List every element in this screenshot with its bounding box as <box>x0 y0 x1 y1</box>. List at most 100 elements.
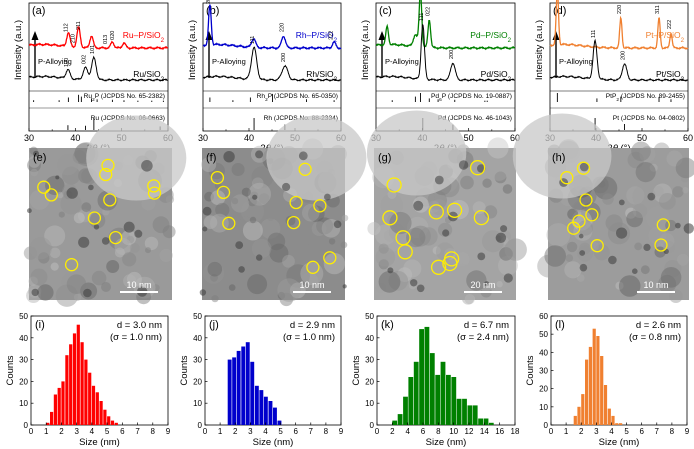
series-name: Rh/SiO2 <box>306 69 337 83</box>
tem-texture <box>121 230 137 246</box>
tem-texture <box>231 163 245 176</box>
tem-texture <box>564 261 582 279</box>
x-tick-label: 9 <box>685 427 690 436</box>
tem-texture <box>389 211 412 235</box>
tem-texture <box>452 263 473 284</box>
x-tick-label: 60 <box>510 133 520 143</box>
tem-texture <box>487 137 509 159</box>
tem-texture <box>627 151 645 169</box>
tem-particle <box>235 241 244 250</box>
x-axis-label: Size (nm) <box>599 437 640 448</box>
y-axis-label: Intensity (a.u.) <box>360 20 371 80</box>
tem-particle <box>78 236 90 248</box>
particle-marker-circle <box>216 185 231 200</box>
y-tick-label: 40 <box>19 334 28 343</box>
tem-texture <box>406 216 429 239</box>
particle-marker-circle <box>64 258 79 272</box>
tem-particle <box>579 263 588 272</box>
tem-texture <box>615 281 624 290</box>
tem-panels: (e) 10 nm (f) 10 nm (g) 20 nm (h) 10 nm <box>23 110 694 307</box>
tem-texture <box>141 196 156 211</box>
peak-index-label: 112 <box>63 23 69 32</box>
hist-bar <box>57 387 61 425</box>
peak-index-label: 101 <box>90 45 96 54</box>
series-name: Pd/SiO2 <box>481 69 512 83</box>
tem-texture <box>311 221 327 237</box>
x-tick-label: 9 <box>166 427 171 436</box>
tem-texture <box>37 284 54 301</box>
tem-texture <box>640 265 650 275</box>
y-tick-label: 30 <box>365 356 374 365</box>
tem-texture <box>50 262 59 271</box>
arrow-head <box>31 31 39 40</box>
arrow-label: P-Alloying <box>559 57 593 66</box>
tem-texture <box>210 190 226 206</box>
tem-particle <box>503 273 513 283</box>
tem-texture <box>28 276 38 286</box>
particle-marker-circle <box>99 167 113 182</box>
peak-index-label: 210 <box>70 34 76 43</box>
tem-texture <box>38 252 50 264</box>
tem-texture <box>214 198 224 208</box>
tem-texture <box>144 236 159 251</box>
tem-texture <box>677 253 689 266</box>
x-tick-label: 2 <box>233 427 238 436</box>
y-tick-label: 50 <box>193 312 202 321</box>
mean-size-annotation: d = 2.9 nm <box>290 320 335 331</box>
tem-texture <box>248 182 271 206</box>
histogram: 0 1 2 3 4 5 6 7 8 9 0 10 20 30 40 50 60 Size (nm) Counts (l… <box>525 312 690 448</box>
tem-particle <box>632 268 638 275</box>
hist-bar <box>440 361 446 425</box>
peak-index-label: 220 <box>617 5 623 14</box>
hist-bar <box>596 336 600 425</box>
tem-texture <box>639 146 656 163</box>
xrd-series-line <box>202 46 342 82</box>
tem-texture <box>432 246 441 255</box>
tem-texture <box>202 262 225 284</box>
x-tick-label: 7 <box>655 427 660 436</box>
tem-texture <box>593 244 610 261</box>
tem-texture <box>73 212 85 224</box>
tem-texture <box>546 223 571 247</box>
tem-texture <box>55 284 79 307</box>
tem-texture <box>62 166 81 185</box>
hist-bar <box>581 394 585 425</box>
x-tick-label: 4 <box>405 427 410 436</box>
series-name: Ru–P/SiO2 <box>123 30 165 44</box>
particle-marker-circle <box>147 179 161 193</box>
tem-texture <box>305 207 313 215</box>
tem-texture <box>277 278 301 302</box>
series-name: Ru/SiO2 <box>133 69 164 83</box>
tem-texture <box>289 282 306 299</box>
tem-texture <box>102 208 110 216</box>
panel-label: (k) <box>381 319 394 331</box>
peak-index-label: 200 <box>621 51 627 60</box>
hist-bar <box>232 357 237 425</box>
hist-bar <box>277 420 282 425</box>
tem-texture <box>251 166 274 189</box>
tem-texture <box>258 193 270 205</box>
tem-texture <box>316 217 334 235</box>
x-tick-label: 8 <box>670 427 675 436</box>
tem-particle <box>33 150 40 157</box>
x-tick-label: 16 <box>495 427 504 436</box>
particle-marker-circle <box>108 230 123 245</box>
peak-index-label: 111 <box>419 13 425 21</box>
hist-bar <box>472 405 478 425</box>
tem-particle <box>252 194 258 200</box>
tem-texture <box>129 243 140 253</box>
hist-bar <box>488 422 494 425</box>
tem-texture <box>632 184 656 209</box>
tem-texture <box>108 227 131 250</box>
hist-bar <box>80 342 84 425</box>
tem-particle <box>608 255 617 265</box>
tem-texture <box>238 216 253 231</box>
tem-particle <box>500 225 508 233</box>
xrd-series-line <box>29 55 169 82</box>
tem-texture <box>152 284 160 292</box>
tem-texture <box>260 218 281 239</box>
particle-marker-circle <box>585 208 599 222</box>
tem-particle <box>477 252 486 261</box>
panel-label: (h) <box>552 152 565 164</box>
xrd-frame <box>28 2 169 132</box>
